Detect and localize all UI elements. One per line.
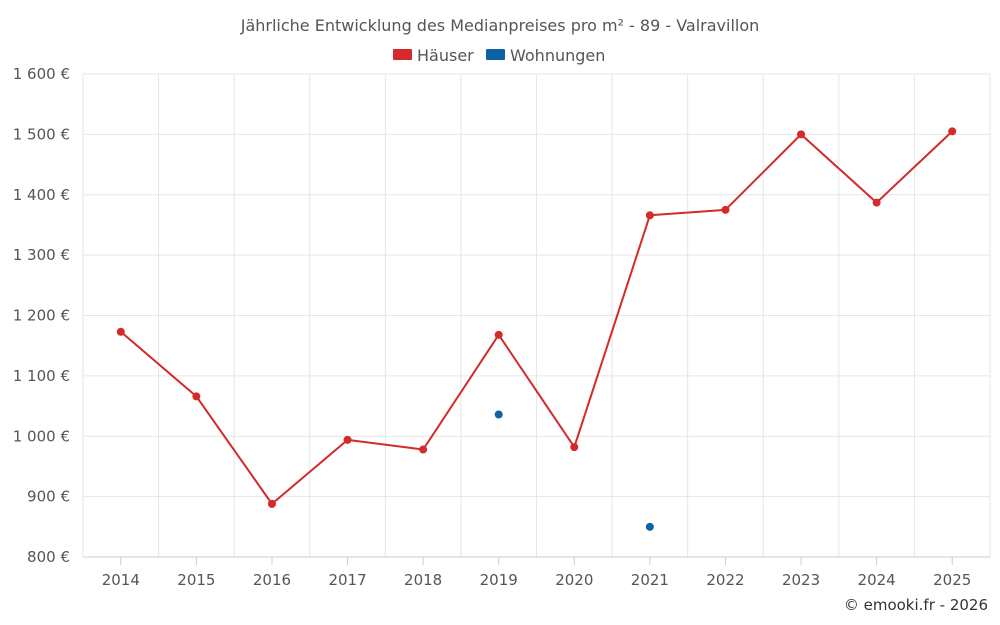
legend-label-haeuser: Häuser [417,46,474,65]
copyright-credit: © emooki.fr - 2026 [844,596,988,614]
y-tick-label: 1 400 € [13,186,70,204]
data-point-wohnungen[interactable] [494,410,503,419]
data-point-haeuser[interactable] [419,445,428,454]
y-tick-label: 1 000 € [13,427,70,445]
series-wohnungen [494,410,654,531]
data-point-haeuser[interactable] [116,327,125,336]
grid [82,73,991,557]
legend-swatch-haeuser [393,49,412,60]
y-tick-label: 1 300 € [13,246,70,264]
x-tick-label: 2023 [782,571,820,589]
data-point-haeuser[interactable] [721,205,730,214]
data-point-haeuser[interactable] [570,443,579,452]
x-tick-label: 2017 [328,571,366,589]
y-tick-label: 900 € [27,488,70,506]
y-tick-label: 1 600 € [13,65,70,83]
x-tick-label: 2018 [404,571,442,589]
data-point-haeuser[interactable] [872,198,881,207]
data-point-haeuser[interactable] [267,499,276,508]
x-tick-label: 2020 [555,571,593,589]
y-tick-label: 1 500 € [13,125,70,143]
series-line-haeuser [120,130,953,505]
y-tick-label: 800 € [27,548,70,566]
legend-label-wohnungen: Wohnungen [510,46,605,65]
data-point-haeuser[interactable] [948,127,957,136]
legend: Häuser Wohnungen [393,46,605,65]
data-point-haeuser[interactable] [645,211,654,220]
y-tick-label: 1 100 € [13,367,70,385]
data-point-wohnungen[interactable] [645,522,654,531]
x-tick-label: 2021 [631,571,669,589]
series [116,127,957,531]
data-point-haeuser[interactable] [494,330,503,339]
legend-item-haeuser[interactable]: Häuser [393,46,474,65]
legend-swatch-wohnungen [486,49,505,60]
data-point-haeuser[interactable] [797,130,806,139]
x-tick-label: 2016 [253,571,291,589]
axes: 800 € 900 € 1 000 € 1 100 € 1 200 € 1 300 € 1 … [13,65,990,589]
legend-item-wohnungen[interactable]: Wohnungen [486,46,605,65]
x-tick-label: 2024 [858,571,896,589]
data-point-haeuser[interactable] [343,435,352,444]
x-tick-label: 2015 [177,571,215,589]
series-haeuser [116,127,957,508]
x-tick-label: 2025 [933,571,971,589]
x-tick-label: 2014 [102,571,140,589]
y-tick-label: 1 200 € [13,307,70,325]
chart-title: Jährliche Entwicklung des Medianpreises … [240,16,760,35]
x-tick-label: 2019 [480,571,518,589]
x-tick-label: 2022 [706,571,744,589]
data-point-haeuser[interactable] [192,392,201,401]
